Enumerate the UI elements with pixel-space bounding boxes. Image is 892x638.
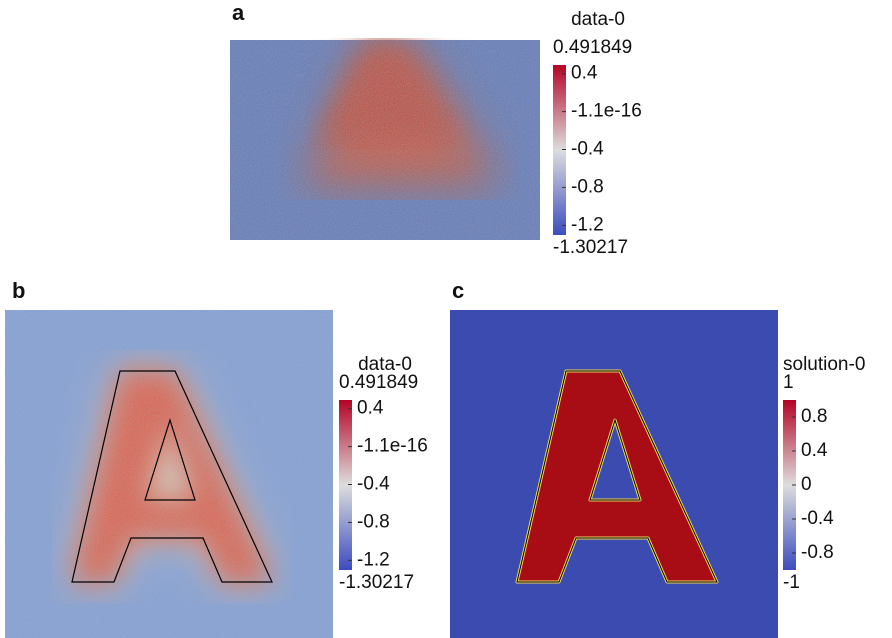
colorbar-tick-label: 0.8	[801, 406, 827, 427]
colorbar-tick-label: -1.1e-16	[357, 436, 428, 457]
colorbar-tick-label: 0.4	[571, 63, 598, 84]
colorbar-tick-label: -1.2	[571, 214, 604, 235]
solution-map	[450, 310, 778, 638]
surface-plot	[230, 38, 540, 240]
colorbar-tick-label: -1.1e-16	[571, 101, 642, 122]
colorbar-tick-label: 0	[801, 474, 812, 495]
colorbar-min: -1.30217	[553, 237, 628, 258]
panel-label: c	[452, 278, 464, 303]
colorbar-tick-label: -0.8	[801, 542, 834, 563]
colorbar-max: 0.491849	[339, 372, 418, 393]
colorbar-tick-label: -0.4	[801, 508, 834, 529]
heatmap	[5, 310, 333, 638]
panel-label: b	[12, 278, 25, 303]
panel-label: a	[232, 0, 245, 25]
colorbar-tick-label: -0.8	[357, 511, 390, 532]
colorbar-min: -1.30217	[339, 572, 414, 593]
colorbar-tick-label: 0.4	[801, 440, 828, 461]
figure: a data-0 0.491849 -1.30217 0.4 -1.1e-16 -0.4 -0…	[0, 0, 892, 638]
colorbar-title: data-0	[571, 9, 625, 30]
colorbar-min: -1	[783, 572, 800, 593]
colorbar-max: 1	[783, 372, 794, 393]
colorbar-tick-label: -0.4	[357, 474, 390, 495]
colorbar-tick-label: -0.8	[571, 176, 604, 197]
colorbar-title: solution-0	[783, 354, 865, 375]
colorbar-max: 0.491849	[553, 37, 632, 58]
colorbar-tick-label: 0.4	[357, 398, 384, 419]
colorbar-tick-label: -0.4	[571, 139, 604, 160]
colorbar-tick-label: -1.2	[357, 549, 390, 570]
